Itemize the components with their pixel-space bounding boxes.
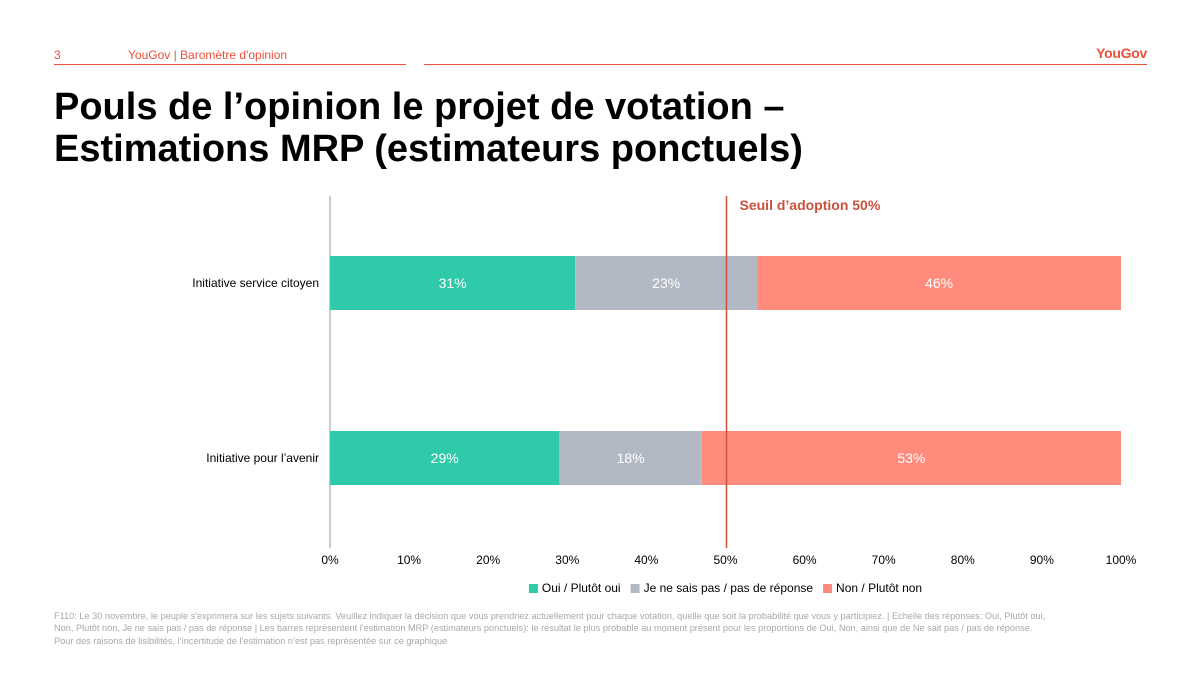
- bar-label-2-2: 18%: [617, 450, 645, 466]
- legend-label-3: Non / Plutôt non: [836, 581, 922, 595]
- bar-label-2-3: 53%: [897, 450, 925, 466]
- x-tick-label-50: 50%: [713, 553, 737, 567]
- bar-segment-2-2: [559, 431, 702, 485]
- x-tick-label-70: 70%: [872, 553, 896, 567]
- x-tick-label-10: 10%: [397, 553, 421, 567]
- page-title: Pouls de l’opinion le projet de votation…: [54, 86, 1154, 170]
- header-divider-left: [54, 64, 406, 65]
- footnote-line-3: Pour des raisons de lisibilités, l’incer…: [54, 635, 448, 646]
- x-tick-label-80: 80%: [951, 553, 975, 567]
- header-divider-right: [424, 64, 1147, 65]
- page-number: 3: [54, 48, 61, 62]
- footnote-line-2: Non, Plutôt non, Je ne sais pas / pas de…: [54, 623, 1033, 634]
- bar-label-1-1: 31%: [439, 275, 467, 291]
- bar-segment-1-1: [330, 256, 576, 310]
- legend-label-1: Oui / Plutôt oui: [542, 581, 621, 595]
- slide-header: 3 YouGov | Baromètre d'opinion YouGov: [0, 0, 1200, 70]
- header-text: YouGov | Baromètre d'opinion: [128, 48, 288, 62]
- category-label-2: Initiative pour l’avenir: [206, 451, 319, 465]
- bar-label-2-1: 29%: [431, 450, 459, 466]
- footnote-line-1: F110: Le 30 novembre, le peuple s'exprim…: [54, 611, 1046, 621]
- x-tick-label-0: 0%: [321, 553, 339, 567]
- threshold-label: Seuil d’adoption 50%: [740, 197, 881, 213]
- bar-label-1-2: 23%: [652, 275, 680, 291]
- footnote: F110: Le 30 novembre, le peuple s'exprim…: [54, 610, 1149, 647]
- x-tick-label-90: 90%: [1030, 553, 1054, 567]
- x-tick-label-100: 100%: [1106, 553, 1137, 567]
- legend-swatch-1: [528, 584, 538, 593]
- legend-swatch-2: [630, 584, 640, 593]
- x-tick-label-60: 60%: [793, 553, 817, 567]
- bar-segment-2-1: [330, 431, 560, 485]
- bar-segment-1-3: [757, 256, 1121, 310]
- title-line-1: Pouls de l’opinion le projet de votation…: [54, 86, 785, 128]
- x-tick-label-30: 30%: [555, 553, 579, 567]
- x-tick-label-20: 20%: [476, 553, 500, 567]
- category-label-1: Initiative service citoyen: [192, 276, 319, 290]
- bar-segment-2-3: [701, 431, 1121, 485]
- bar-label-1-3: 46%: [925, 275, 953, 291]
- legend-label-2: Je ne sais pas / pas de réponse: [644, 581, 814, 595]
- legend-swatch-3: [823, 584, 833, 593]
- title-line-2: Estimations MRP (estimateurs ponctuels): [54, 128, 803, 170]
- x-tick-label-40: 40%: [634, 553, 658, 567]
- yougov-logo: YouGov: [1096, 45, 1147, 61]
